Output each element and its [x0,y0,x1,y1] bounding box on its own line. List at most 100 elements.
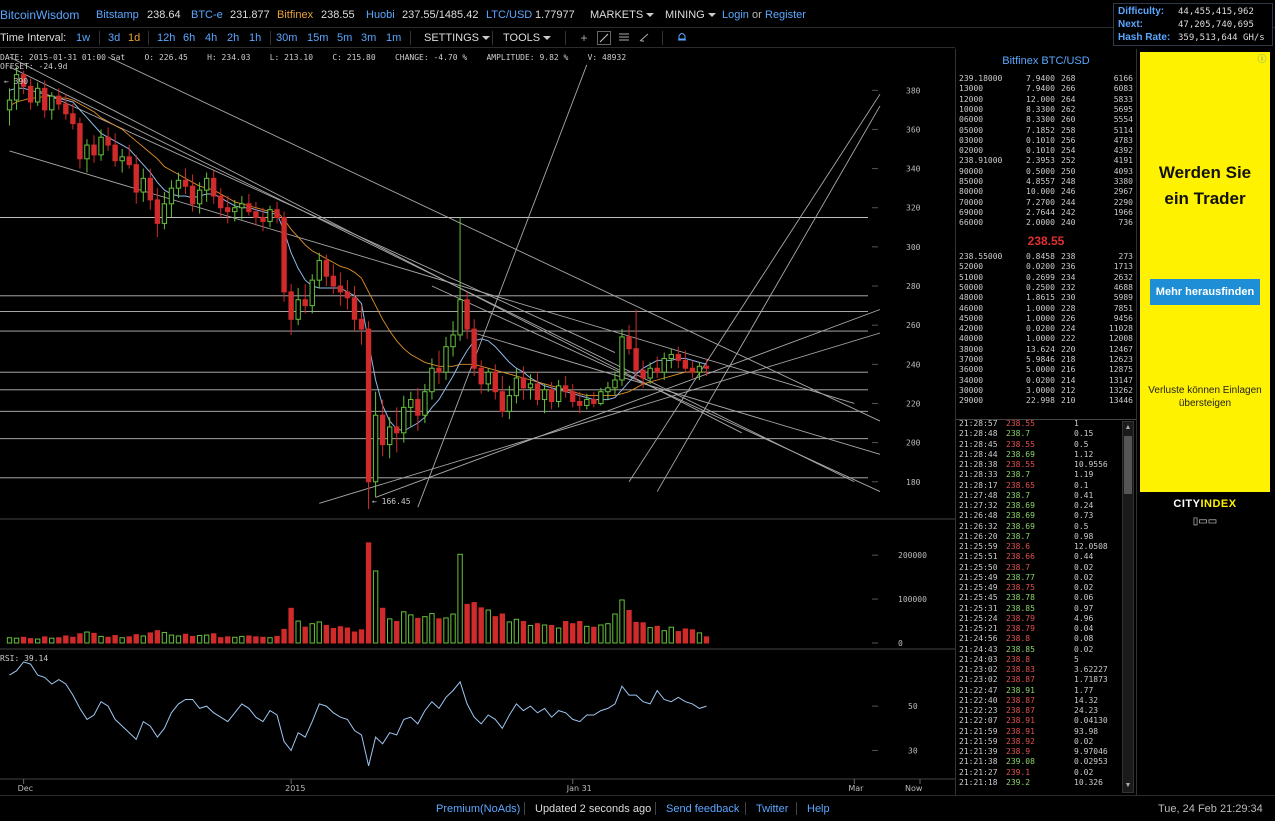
premium-link[interactable]: Premium(NoAds) [436,803,521,815]
exchange-huobi-link[interactable]: Huobi [366,9,395,21]
trade-time: 21:21:39 [959,747,998,756]
ask-row[interactable]: 66000 2.0000 240 736 [959,218,1135,228]
ask-row[interactable]: 80000 10.000 246 2967 [959,187,1135,197]
bid-row[interactable]: 50000 0.2500 232 4688 [959,283,1135,293]
ask-row[interactable]: 69000 2.7644 242 1966 [959,208,1135,218]
bid-row[interactable]: 29000 22.998 210 13446 [959,396,1135,406]
pen-icon[interactable] [637,31,651,45]
bid-row[interactable]: 51000 0.2699 234 2632 [959,273,1135,283]
candle-body [232,207,238,213]
interval-4h[interactable]: 4h [205,32,218,44]
bid-row[interactable]: 238.55000 0.8458 238 273 [959,252,1135,262]
volume-bar [450,613,456,644]
bid-row[interactable]: 42000 0.0200 224 11028 [959,324,1135,334]
advertisement-banner[interactable]: ⓘ Werden Sie ein Trader Mehr herausfinde… [1140,52,1270,492]
interval-15m[interactable]: 15m [307,32,329,44]
interval-1d[interactable]: 1d [128,32,141,44]
ask-row[interactable]: 12000 12.000 264 5833 [959,95,1135,105]
crosshair-icon[interactable]: + [580,31,588,45]
ad-more-button[interactable]: Mehr herausfinden [1150,279,1260,305]
trade-price: 238.85 [1006,644,1035,654]
chart-canvas[interactable]: 3803603403203002802602402202001802000001… [0,49,955,795]
candle-body [98,136,104,156]
exchange-ltcusd-link[interactable]: LTC/USD [486,9,533,21]
trade-price: 238.69 [1006,449,1035,459]
price-chart[interactable]: 380 360 340 320 300 280 260 240 220 200 180 200000 1… [0,49,955,795]
bid-row[interactable]: 48000 1.8615 230 5989 [959,293,1135,303]
candle-body [626,336,632,350]
interval-1w[interactable]: 1w [76,32,91,44]
bid-row[interactable]: 38000 13.624 220 12467 [959,345,1135,355]
bid-total: 5989 [1113,293,1133,303]
interval-3d[interactable]: 3d [108,32,121,44]
ask-row[interactable]: 13000 7.9400 266 6083 [959,84,1135,94]
site-logo[interactable]: BitcoinWisdom [0,8,80,22]
scroll-down-icon[interactable]: ▼ [1124,782,1132,789]
trade-time: 21:21:59 [959,726,998,736]
scrollbar-thumb[interactable] [1124,436,1132,494]
interval-3m[interactable]: 3m [361,32,377,44]
ask-n: 254 [1061,146,1076,156]
volume-bar [218,637,224,644]
candle-body [584,399,590,406]
interval-2h[interactable]: 2h [227,32,240,44]
bid-row[interactable]: 52000 0.0200 236 1713 [959,262,1135,272]
draw-line-icon[interactable] [597,31,611,45]
trade-row: 21:21:38 239.08 0.02953 [959,757,1119,767]
scroll-up-icon[interactable]: ▲ [1124,424,1132,431]
bid-amount: 3.0000 [1026,385,1055,395]
ask-row[interactable]: 85000 4.8557 248 3380 [959,177,1135,187]
ask-row[interactable]: 10000 8.3300 262 5695 [959,105,1135,115]
ask-row[interactable]: 70000 7.2700 244 2290 [959,198,1135,208]
cityindex-brand[interactable]: CITYINDEX ▯▭▭ [1140,496,1270,536]
bid-row[interactable]: 36000 5.0000 216 12875 [959,365,1135,375]
ask-row[interactable]: 03000 0.1010 256 4783 [959,136,1135,146]
interval-6h[interactable]: 6h [183,32,196,44]
exchange-bitstamp-link[interactable]: Bitstamp [96,9,139,21]
tools-menu[interactable]: TOOLS [503,32,552,44]
trade-price: 238.85 [1006,603,1035,613]
markets-menu[interactable]: MARKETS [590,9,655,21]
candle-body [330,275,337,287]
bid-row[interactable]: 37000 5.9846 218 12623 [959,355,1135,365]
toolbar-divider [99,31,100,45]
x-tick-label: Dec [18,784,33,793]
alert-bell-icon[interactable] [675,31,689,45]
interval-1h[interactable]: 1h [249,32,262,44]
bid-price: 50000 [959,282,984,292]
bid-total: 11028 [1108,324,1133,334]
trade-row: 21:21:39 238.9 9.97046 [959,747,1119,757]
mining-menu[interactable]: MINING [665,9,716,21]
horizontal-lines-icon[interactable] [617,31,631,45]
bid-row[interactable]: 30000 3.0000 212 13262 [959,386,1135,396]
bid-row[interactable]: 46000 1.0000 228 7851 [959,304,1135,314]
volume-bar [168,634,175,644]
send-feedback-link[interactable]: Send feedback [666,803,740,815]
bid-row[interactable]: 45000 1.0000 226 9456 [959,314,1135,324]
trades-scrollbar[interactable]: ▲ ▼ [1122,421,1134,793]
bid-row[interactable]: 40000 1.0000 222 12008 [959,334,1135,344]
interval-30m[interactable]: 30m [276,32,298,44]
ask-row[interactable]: 90000 0.5000 250 4093 [959,167,1135,177]
twitter-link[interactable]: Twitter [756,803,789,815]
ask-row[interactable]: 238.91000 2.3953 252 4191 [959,156,1135,166]
toolbar-divider [410,31,411,45]
ask-row[interactable]: 239.18000 7.9400 268 6166 [959,74,1135,84]
ask-row[interactable]: 05000 7.1852 258 5114 [959,126,1135,136]
register-link[interactable]: Register [765,9,806,21]
ask-row[interactable]: 06000 8.3300 260 5554 [959,115,1135,125]
help-link[interactable]: Help [807,803,830,815]
login-link[interactable]: Login [722,9,749,21]
exchange-btce-link[interactable]: BTC-e [191,9,223,21]
settings-menu[interactable]: SETTINGS [424,32,491,44]
ask-row[interactable]: 02000 0.1010 254 4392 [959,146,1135,156]
interval-1m[interactable]: 1m [386,32,402,44]
ad-info-icon[interactable]: ⓘ [1257,54,1267,64]
bid-row[interactable]: 34000 0.0200 214 13147 [959,376,1135,386]
exchange-bitfinex-link[interactable]: Bitfinex [277,9,314,21]
interval-5m[interactable]: 5m [337,32,353,44]
bid-total: 12008 [1108,334,1133,344]
candle-body [492,371,498,393]
interval-12h[interactable]: 12h [157,32,176,44]
bid-n: 238 [1061,252,1076,261]
